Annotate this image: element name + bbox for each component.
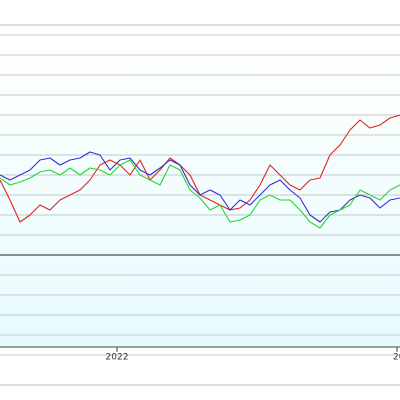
series-line	[0, 151, 400, 223]
x-tick-label: 20	[393, 353, 400, 363]
x-tick-label: 2022	[106, 353, 129, 363]
plot-area	[0, 35, 400, 347]
series-line	[0, 159, 400, 229]
